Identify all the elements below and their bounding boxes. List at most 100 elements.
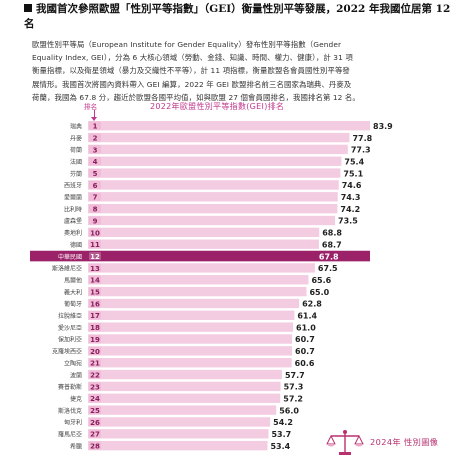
category-label: 芬蘭 — [70, 170, 82, 178]
bar — [88, 310, 295, 320]
data-label: 83.9 — [373, 122, 393, 131]
rank-box — [89, 429, 101, 438]
category-label: 立陶宛 — [64, 359, 82, 367]
bar — [88, 429, 269, 439]
rank-box — [89, 417, 101, 427]
rank-label: 19 — [90, 336, 100, 344]
data-label: 57.3 — [284, 383, 304, 392]
rank-box — [89, 370, 101, 379]
bar — [88, 144, 348, 155]
data-label: 53.7 — [271, 430, 291, 439]
paragraph-line: 歐盟性別平等局（European Institute for Gender Eq… — [32, 40, 342, 49]
category-label: 法國 — [70, 158, 82, 166]
category-label: 斯洛伐克 — [58, 407, 82, 415]
category-label: 愛爾蘭 — [64, 194, 82, 202]
rank-label: 10 — [90, 229, 100, 237]
rank-box — [89, 169, 101, 178]
rank-box — [89, 382, 101, 391]
category-label: 盧森堡 — [64, 217, 82, 225]
bar — [88, 334, 293, 344]
bar — [88, 132, 350, 143]
paragraph-line: Equality Index, GEI），分為 6 大核心領域（勞動、金錢、知識… — [32, 53, 353, 63]
category-label: 馬爾他 — [64, 276, 82, 284]
rank-label: 27 — [90, 431, 100, 439]
footer-label: 2024年 性別圖像 — [370, 437, 439, 447]
data-label: 61.4 — [297, 312, 317, 321]
bar — [88, 346, 293, 356]
bar — [88, 263, 315, 273]
data-label: 68.8 — [322, 229, 342, 238]
bar — [88, 121, 370, 131]
bar — [88, 286, 307, 297]
rank-box — [89, 323, 101, 332]
bar — [88, 227, 320, 238]
rank-label: 11 — [90, 241, 100, 249]
category-label: 瑞典 — [70, 122, 82, 130]
rank-label: 7 — [93, 194, 98, 202]
rank-box — [89, 133, 101, 142]
bar — [88, 180, 339, 190]
data-label: 56.0 — [279, 406, 299, 415]
rank-box — [89, 251, 101, 261]
data-label: 65.6 — [311, 276, 331, 285]
data-label: 73.5 — [338, 217, 358, 226]
rank-box — [89, 145, 101, 154]
data-label: 75.4 — [344, 157, 364, 166]
rank-label: 24 — [90, 395, 100, 403]
bar — [88, 239, 319, 249]
balance-scale-icon — [326, 430, 364, 455]
rank-label: 4 — [93, 158, 98, 166]
category-label: 奧地利 — [64, 229, 82, 237]
rank-box — [89, 311, 101, 320]
bar — [88, 168, 341, 178]
rank-box — [89, 394, 101, 403]
rank-box — [89, 121, 101, 130]
rank-box — [89, 204, 101, 213]
rank-label: 25 — [90, 407, 100, 415]
data-label: 60.6 — [295, 359, 315, 368]
rank-box — [89, 216, 101, 225]
bar — [88, 358, 292, 368]
rank-label: 2 — [93, 134, 98, 142]
rank-box — [89, 346, 101, 355]
data-label: 67.8 — [319, 252, 339, 261]
paragraph-line: 展情形。我國首次將國內資料帶入 GEI 編算，2022 年 GEI 歐盟排名前三… — [32, 79, 352, 89]
category-label: 克羅埃西亞 — [52, 348, 82, 356]
rank-label: 5 — [93, 170, 98, 178]
rank-box — [89, 299, 101, 308]
rank-column-header: 排名 — [84, 103, 98, 111]
data-label: 60.7 — [295, 347, 315, 356]
category-label: 捷克 — [70, 395, 82, 403]
rank-label: 3 — [93, 146, 98, 154]
category-label: 羅馬尼亞 — [58, 432, 82, 439]
data-label: 74.2 — [340, 205, 360, 214]
bar — [88, 417, 271, 427]
bar — [88, 192, 338, 202]
category-label: 賽普勒斯 — [58, 383, 82, 391]
data-label: 65.0 — [309, 288, 329, 297]
rank-label: 18 — [90, 324, 100, 332]
rank-box — [89, 275, 101, 284]
category-label: 中華民國 — [58, 253, 82, 261]
bar — [88, 381, 281, 392]
rank-label: 20 — [90, 348, 100, 356]
category-label: 荷蘭 — [70, 146, 82, 154]
category-label: 斯洛維尼亞 — [52, 265, 82, 273]
data-label: 61.0 — [296, 323, 316, 332]
footer-badge: 2024年 性別圖像 — [320, 426, 456, 462]
rank-down-arrow-icon — [91, 110, 97, 121]
rank-label: 9 — [93, 217, 98, 225]
category-label: 拉脫維亞 — [58, 312, 82, 320]
rank-label: 17 — [90, 312, 100, 320]
data-label: 67.5 — [318, 264, 338, 273]
chart-title: 2022年歐盟性別平等指數(GEI)排名 — [150, 102, 285, 111]
rank-label: 13 — [90, 265, 100, 273]
category-label: 比利時 — [64, 205, 82, 213]
rank-box — [89, 240, 101, 249]
category-label: 德國 — [70, 241, 82, 249]
bar — [88, 251, 316, 261]
rank-box — [89, 180, 101, 190]
bar — [88, 440, 268, 451]
category-label: 義大利 — [64, 288, 82, 296]
